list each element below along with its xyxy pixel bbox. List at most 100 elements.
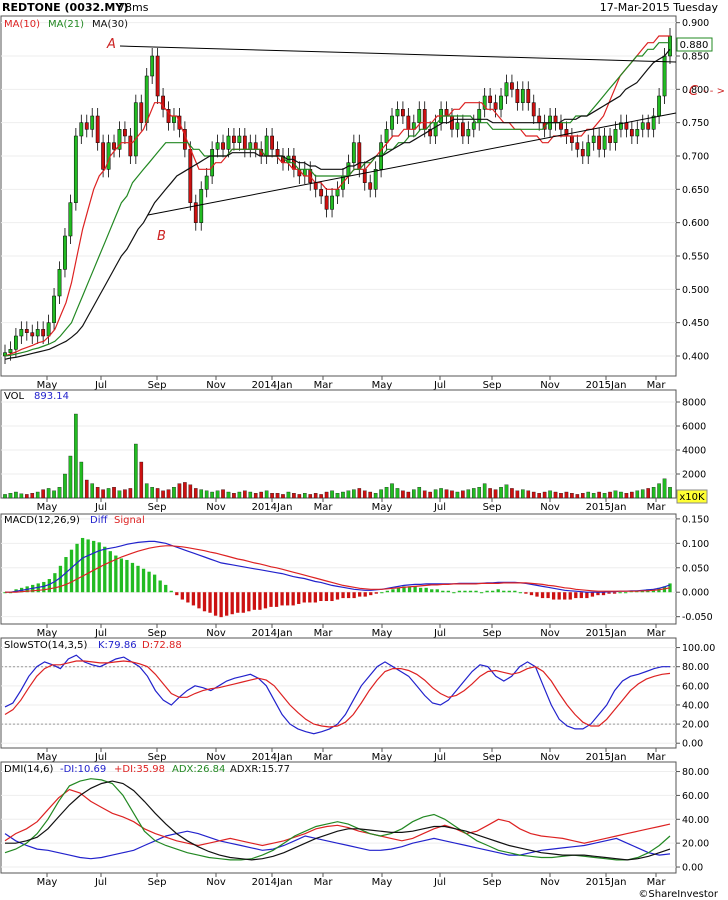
macd-histogram-bar bbox=[175, 592, 179, 596]
y-tick-label: 0.050 bbox=[682, 563, 709, 574]
candle-body bbox=[455, 122, 460, 130]
macd-histogram-bar bbox=[435, 589, 439, 593]
candle-body bbox=[613, 129, 618, 143]
volume-bar bbox=[630, 491, 634, 499]
candle-body bbox=[657, 95, 661, 117]
y-tick-label: 100.00 bbox=[682, 643, 715, 654]
macd-histogram-bar bbox=[607, 592, 611, 594]
volume-bar bbox=[428, 491, 432, 499]
candle-body bbox=[651, 115, 656, 130]
candle-body bbox=[580, 149, 585, 157]
x-tick-label: 2015Jan bbox=[586, 752, 627, 763]
x-tick-label: May bbox=[372, 752, 393, 763]
candle-body bbox=[63, 235, 67, 270]
candle-body bbox=[602, 135, 607, 150]
volume-bar bbox=[510, 488, 514, 499]
macd-diff-line bbox=[5, 540, 671, 593]
volume-bar bbox=[477, 487, 482, 499]
macd-histogram-bar bbox=[302, 592, 306, 603]
volume-bar bbox=[570, 493, 574, 499]
volume-bar bbox=[52, 490, 56, 499]
macd-histogram-bar bbox=[274, 592, 279, 607]
macd-histogram-bar bbox=[80, 537, 85, 593]
candle-body bbox=[73, 135, 78, 203]
volume-bar bbox=[444, 489, 449, 499]
x-tick-label: May bbox=[37, 502, 58, 513]
dmi-adxr-label: ADXR:15.77 bbox=[230, 764, 290, 775]
sto-k-line bbox=[4, 654, 670, 735]
candle-body bbox=[270, 135, 274, 150]
y-tick-label: 0.100 bbox=[682, 539, 709, 550]
macd-histogram-bar bbox=[341, 592, 345, 599]
volume-bar bbox=[155, 488, 160, 499]
volume-bar bbox=[308, 494, 313, 499]
macd-histogram-bar bbox=[546, 592, 550, 599]
volume-bar bbox=[471, 488, 476, 499]
macd-histogram-bar bbox=[330, 592, 334, 602]
candle-body bbox=[14, 335, 18, 350]
candle-body bbox=[79, 122, 84, 137]
volume-bar bbox=[199, 489, 204, 499]
volume-bar bbox=[591, 493, 596, 499]
panel-frame bbox=[0, 513, 677, 625]
candle-body bbox=[510, 82, 514, 90]
render-timing: 78ms bbox=[118, 1, 149, 14]
volume-bar bbox=[313, 493, 318, 499]
legend-ma30: MA(30) bbox=[92, 19, 128, 30]
volume-bar bbox=[602, 493, 607, 499]
candle-body bbox=[591, 135, 596, 143]
volume-bar bbox=[559, 493, 563, 499]
macd-signal-line bbox=[5, 545, 671, 593]
ticker-title: REDTONE (0032.MY) bbox=[2, 1, 128, 14]
macd-histogram-bar bbox=[280, 592, 284, 606]
volume-bar bbox=[144, 483, 149, 499]
candle-body bbox=[575, 142, 580, 150]
x-tick-label: May bbox=[37, 380, 58, 391]
volume-bar bbox=[597, 491, 601, 499]
y-tick-label: 20.00 bbox=[682, 839, 709, 850]
macd-histogram-bar bbox=[396, 587, 401, 593]
candle-body bbox=[526, 89, 531, 103]
macd-histogram-bar bbox=[236, 592, 240, 613]
candle-body bbox=[330, 195, 334, 210]
candle-body bbox=[226, 135, 231, 150]
macd-histogram-bar bbox=[540, 592, 545, 599]
candle-body bbox=[275, 149, 280, 157]
volume-bar bbox=[406, 491, 411, 499]
macd-histogram-bar bbox=[141, 568, 146, 593]
macd-histogram-bar bbox=[269, 592, 273, 607]
y-tick-label: 40.00 bbox=[682, 700, 709, 711]
x-tick-label: 2014Jan bbox=[252, 752, 293, 763]
macd-histogram-bar bbox=[496, 589, 500, 593]
candle-body bbox=[531, 102, 536, 117]
stochastic-panel: 100.00 80.00 60.00 40.00 20.00 0.00 bbox=[1, 643, 715, 750]
candle-body bbox=[30, 332, 35, 337]
macd-histogram-bar bbox=[346, 592, 351, 599]
volume-bar bbox=[488, 488, 492, 499]
y-tick-label: 60.00 bbox=[682, 681, 709, 692]
candle-body bbox=[144, 75, 149, 123]
macd-histogram-bar bbox=[64, 557, 68, 593]
macd-histogram-bar bbox=[219, 592, 223, 618]
candle-body bbox=[460, 122, 465, 137]
volume-bar bbox=[112, 487, 116, 499]
y-tick-label: 2000 bbox=[682, 470, 706, 481]
volume-bar bbox=[651, 487, 656, 499]
candle-body bbox=[499, 95, 503, 110]
volume-bar bbox=[580, 493, 585, 499]
volume-bar bbox=[101, 489, 105, 499]
candle-body bbox=[150, 55, 155, 77]
vol-title: VOL bbox=[4, 391, 25, 402]
x-tick-label: 2014Jan bbox=[252, 628, 293, 639]
macd-histogram-bar bbox=[213, 592, 218, 616]
candle-body bbox=[422, 109, 427, 130]
y-tick-label: 0.00 bbox=[682, 739, 703, 750]
volume-bar bbox=[548, 490, 552, 499]
macd-histogram-bar bbox=[557, 592, 561, 600]
volume-bar bbox=[106, 488, 111, 499]
volume-bar bbox=[237, 491, 242, 499]
x-tick-label: 2015Jan bbox=[586, 628, 627, 639]
candle-body bbox=[471, 122, 476, 130]
x-tick-label: Nov bbox=[540, 502, 560, 513]
volume-bar bbox=[25, 494, 29, 499]
